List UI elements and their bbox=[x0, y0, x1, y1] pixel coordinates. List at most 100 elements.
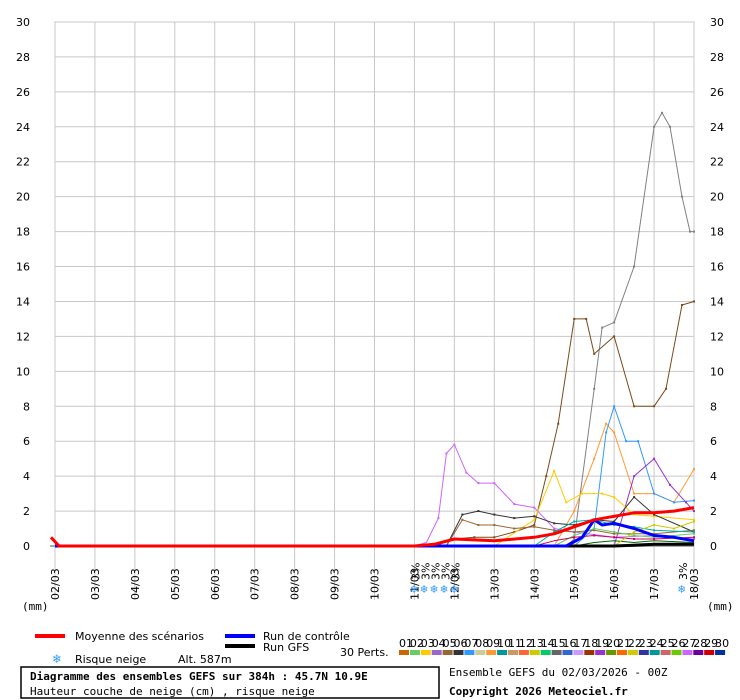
data-point bbox=[653, 532, 656, 535]
pert-swatch bbox=[704, 650, 715, 655]
pert-number: 23 bbox=[639, 637, 653, 650]
data-point bbox=[653, 405, 656, 408]
pert-swatch bbox=[627, 650, 638, 655]
snowflake-icon: ❄ bbox=[430, 582, 437, 596]
data-point bbox=[553, 529, 556, 532]
series-line bbox=[49, 506, 695, 548]
data-point bbox=[613, 496, 616, 499]
data-point bbox=[633, 538, 636, 541]
legend-snow-risk-label: Risque neige bbox=[75, 653, 146, 666]
pert-swatch bbox=[715, 650, 726, 655]
y-tick-label-left: 10 bbox=[16, 365, 30, 378]
data-point bbox=[533, 518, 536, 521]
data-point bbox=[573, 531, 576, 534]
pert-number: 28 bbox=[693, 637, 707, 650]
y-unit-label-left: (mm) bbox=[22, 600, 49, 613]
footer-title-box bbox=[20, 666, 440, 699]
data-point bbox=[553, 527, 556, 530]
data-point bbox=[573, 534, 576, 537]
data-point bbox=[613, 524, 616, 527]
x-tick-label: 10/03 bbox=[369, 568, 382, 600]
data-point bbox=[693, 499, 695, 502]
pert-number: 17 bbox=[573, 637, 587, 650]
pert-swatch bbox=[649, 650, 660, 655]
y-tick-label-right: 22 bbox=[710, 156, 724, 169]
data-point bbox=[533, 525, 536, 528]
pert-swatch bbox=[431, 650, 442, 655]
data-point bbox=[593, 352, 596, 355]
y-tick-label-right: 6 bbox=[710, 435, 717, 448]
data-point bbox=[613, 321, 616, 324]
pert-swatch bbox=[486, 650, 497, 655]
pert-swatch bbox=[693, 650, 704, 655]
data-point bbox=[633, 496, 636, 499]
x-tick-label: 06/03 bbox=[209, 568, 222, 600]
pert-swatch bbox=[584, 650, 595, 655]
y-tick-label-left: 28 bbox=[16, 51, 30, 64]
data-point bbox=[533, 524, 536, 527]
data-point bbox=[653, 513, 656, 516]
pert-number: 20 bbox=[606, 637, 620, 650]
x-tick-label: 12/03 bbox=[448, 568, 461, 600]
data-point bbox=[565, 501, 568, 504]
x-tick-label: 18/03 bbox=[688, 568, 701, 600]
data-point bbox=[553, 522, 556, 525]
pert-number: 27 bbox=[682, 637, 696, 650]
data-point bbox=[693, 518, 695, 521]
data-point bbox=[473, 536, 476, 539]
x-tick-label: 15/03 bbox=[568, 568, 581, 600]
pert-swatch bbox=[442, 650, 453, 655]
y-tick-label-right: 18 bbox=[710, 226, 724, 239]
pert-number: 25 bbox=[661, 637, 675, 650]
pert-swatch bbox=[475, 650, 486, 655]
data-point bbox=[533, 506, 536, 509]
data-point bbox=[573, 536, 576, 539]
pert-number: 09 bbox=[486, 637, 500, 650]
snow-risk-percent: 3% bbox=[439, 563, 452, 580]
pert-swatch bbox=[562, 650, 573, 655]
y-tick-label-right: 10 bbox=[710, 365, 724, 378]
pert-swatch bbox=[671, 650, 682, 655]
pert-swatch bbox=[399, 650, 409, 655]
y-tick-label-left: 26 bbox=[16, 86, 30, 99]
y-tick-label-left: 6 bbox=[23, 435, 30, 448]
snowflake-icon: ❄ bbox=[420, 582, 427, 596]
data-point bbox=[593, 457, 596, 460]
x-tick-label: 17/03 bbox=[648, 568, 661, 600]
data-point bbox=[573, 510, 576, 513]
pert-number: 15 bbox=[552, 637, 566, 650]
y-tick-label-right: 30 bbox=[710, 16, 724, 29]
pert-swatch bbox=[508, 650, 518, 655]
data-point bbox=[681, 195, 684, 198]
data-point bbox=[493, 513, 496, 516]
data-point bbox=[633, 492, 636, 495]
data-point bbox=[681, 303, 684, 306]
pert-swatch bbox=[453, 650, 464, 655]
data-point bbox=[637, 440, 640, 443]
pert-number: 02 bbox=[410, 637, 424, 650]
y-tick-label-left: 4 bbox=[23, 470, 30, 483]
y-tick-label-left: 20 bbox=[16, 191, 30, 204]
perturbation-color-legend: 0102030405060708091011121314151617181920… bbox=[399, 637, 729, 655]
data-point bbox=[613, 520, 616, 523]
data-point bbox=[573, 317, 576, 320]
footer-subtitle: Hauteur couche de neige (cm) , risque ne… bbox=[30, 685, 315, 698]
pert-swatch bbox=[420, 650, 431, 655]
data-point bbox=[653, 524, 656, 527]
pert-number: 26 bbox=[672, 637, 686, 650]
pert-swatch bbox=[660, 650, 671, 655]
pert-number: 05 bbox=[443, 637, 457, 650]
data-point bbox=[613, 536, 616, 539]
data-point bbox=[613, 335, 616, 338]
data-point bbox=[633, 265, 636, 268]
pert-swatch bbox=[606, 650, 617, 655]
y-tick-label-right: 4 bbox=[710, 470, 717, 483]
legend-control-label: Run de contrôle bbox=[263, 630, 350, 643]
data-point bbox=[633, 525, 636, 528]
footer-title: Diagramme des ensembles GEFS sur 384h : … bbox=[30, 670, 368, 683]
pert-swatch bbox=[540, 650, 551, 655]
x-tick-label: 11/03 bbox=[408, 568, 421, 600]
data-point bbox=[581, 492, 584, 495]
pert-number: 10 bbox=[497, 637, 511, 650]
data-point bbox=[605, 422, 608, 425]
